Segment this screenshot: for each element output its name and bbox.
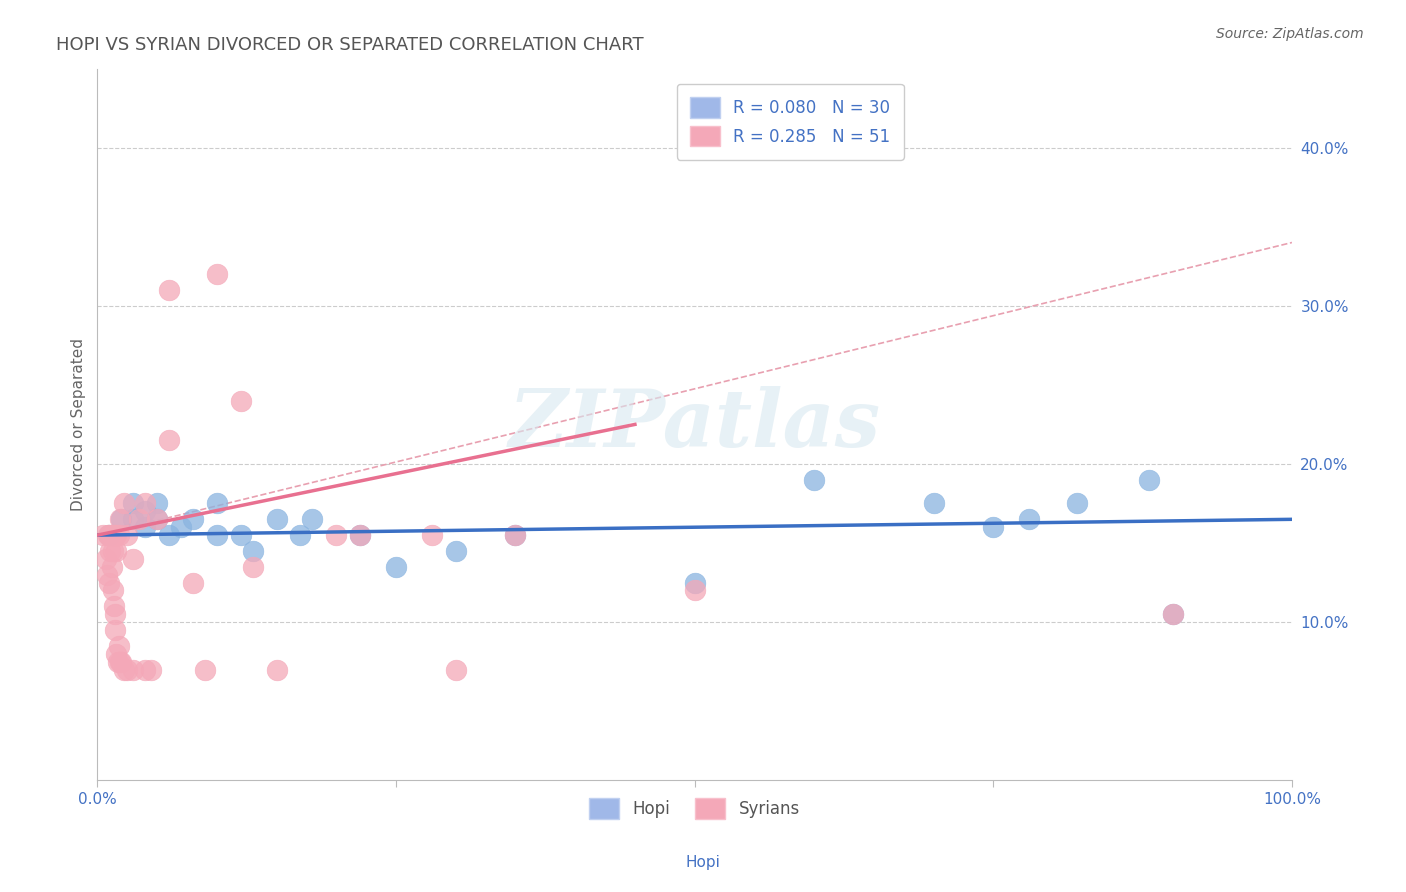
Point	[122, 496, 145, 510]
Point	[134, 663, 156, 677]
Point	[110, 655, 132, 669]
Point	[242, 544, 264, 558]
Point	[922, 496, 945, 510]
Point	[122, 552, 145, 566]
Point	[101, 544, 124, 558]
Point	[104, 607, 127, 622]
Point	[128, 512, 150, 526]
Point	[683, 575, 706, 590]
Point	[98, 528, 121, 542]
Text: ZIPatlas: ZIPatlas	[509, 385, 880, 463]
Point	[115, 528, 138, 542]
Point	[104, 528, 127, 542]
Point	[194, 663, 217, 677]
Point	[1137, 473, 1160, 487]
Point	[157, 434, 180, 448]
Point	[420, 528, 443, 542]
Point	[803, 473, 825, 487]
Point	[444, 663, 467, 677]
Point	[205, 267, 228, 281]
Point	[157, 283, 180, 297]
Text: HOPI VS SYRIAN DIVORCED OR SEPARATED CORRELATION CHART: HOPI VS SYRIAN DIVORCED OR SEPARATED COR…	[56, 36, 644, 54]
Point	[105, 528, 128, 542]
Point	[100, 544, 122, 558]
Point	[110, 512, 132, 526]
Point	[112, 663, 135, 677]
Point	[181, 575, 204, 590]
Point	[325, 528, 347, 542]
Point	[134, 504, 156, 518]
Point	[134, 520, 156, 534]
Point	[385, 559, 408, 574]
Point	[100, 559, 122, 574]
Point	[266, 512, 288, 526]
Point	[108, 639, 131, 653]
Point	[103, 528, 125, 542]
Point	[108, 512, 131, 526]
Point	[107, 655, 129, 669]
Point	[105, 544, 128, 558]
Point	[97, 528, 120, 542]
Point	[112, 496, 135, 510]
Point	[122, 663, 145, 677]
Point	[205, 528, 228, 542]
Point	[683, 583, 706, 598]
Point	[444, 544, 467, 558]
Point	[101, 583, 124, 598]
Point	[266, 663, 288, 677]
Point	[103, 599, 125, 614]
Point	[146, 512, 169, 526]
Point	[290, 528, 312, 542]
Point	[91, 528, 114, 542]
Point	[104, 623, 127, 637]
Point	[115, 663, 138, 677]
Point	[1161, 607, 1184, 622]
Point	[105, 647, 128, 661]
Point	[229, 393, 252, 408]
Point	[146, 496, 169, 510]
Point	[96, 567, 118, 582]
Point	[1066, 496, 1088, 510]
Point	[1161, 607, 1184, 622]
Point	[981, 520, 1004, 534]
Point	[94, 552, 117, 566]
Point	[181, 512, 204, 526]
Point	[301, 512, 323, 526]
Point	[157, 528, 180, 542]
Point	[98, 575, 121, 590]
Point	[349, 528, 371, 542]
Legend: Hopi, Syrians: Hopi, Syrians	[582, 792, 807, 825]
Point	[229, 528, 252, 542]
Point	[349, 528, 371, 542]
Point	[146, 512, 169, 526]
Point	[205, 496, 228, 510]
Point	[100, 528, 122, 542]
Point	[1018, 512, 1040, 526]
Point	[108, 528, 131, 542]
Point	[122, 512, 145, 526]
Point	[134, 496, 156, 510]
Point	[170, 520, 193, 534]
Point	[242, 559, 264, 574]
Point	[108, 655, 131, 669]
Point	[505, 528, 527, 542]
Text: Source: ZipAtlas.com: Source: ZipAtlas.com	[1216, 27, 1364, 41]
Text: Hopi: Hopi	[686, 855, 720, 870]
Point	[505, 528, 527, 542]
Y-axis label: Divorced or Separated: Divorced or Separated	[72, 338, 86, 511]
Point	[98, 528, 121, 542]
Point	[139, 663, 162, 677]
